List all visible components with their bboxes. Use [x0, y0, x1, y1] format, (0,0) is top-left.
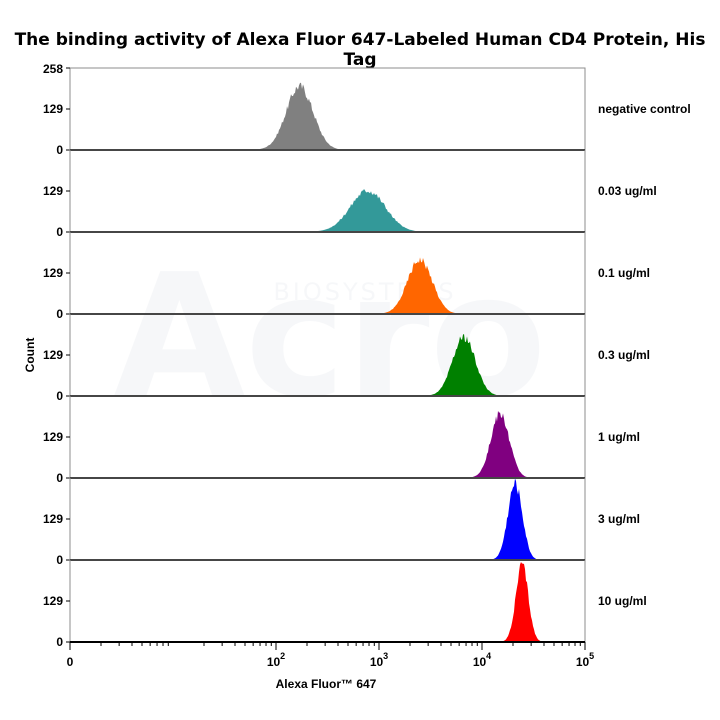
- y-tick-label: 0: [56, 635, 63, 649]
- watermark-logo: Acro: [114, 238, 547, 436]
- chart-title: The binding activity of Alexa Fluor 647-…: [14, 30, 706, 70]
- histogram-area: [70, 82, 585, 150]
- y-tick-label: 129: [43, 512, 63, 526]
- y-tick-label: 0: [56, 225, 63, 239]
- y-tick-label: 0: [56, 471, 63, 485]
- x-tick-label: 0: [67, 655, 74, 669]
- watermark: Acro BIOSYSTEMS: [114, 238, 547, 436]
- x-axis: 0 102 103 104 105: [67, 642, 594, 669]
- y-tick-label: 129: [43, 102, 63, 116]
- x-tick-label: 103: [370, 651, 388, 669]
- panel-frame: [69, 559, 586, 643]
- histogram-area: [70, 561, 585, 642]
- y-tick-label: 0: [56, 553, 63, 567]
- y-tick-label: 129: [43, 430, 63, 444]
- panel-frame: [69, 149, 586, 233]
- histogram-panel: 129 0 258 negative control: [43, 62, 691, 157]
- y-tick-label: 258: [43, 62, 63, 76]
- legend-label: negative control: [598, 102, 691, 116]
- y-tick-label: 129: [43, 266, 63, 280]
- legend-label: 1 ug/ml: [598, 430, 640, 444]
- x-tick-label: 102: [267, 651, 285, 669]
- y-tick-label: 0: [56, 307, 63, 321]
- histogram-panel: 129 0 3 ug/ml: [43, 477, 640, 567]
- x-tick-label: 104: [473, 651, 491, 669]
- y-tick-label: 129: [43, 184, 63, 198]
- legend-label: 0.1 ug/ml: [598, 266, 650, 280]
- x-tick-label: 105: [576, 651, 594, 669]
- legend-label: 0.3 ug/ml: [598, 348, 650, 362]
- histogram-panel: 129 0 0.03 ug/ml: [43, 149, 657, 239]
- histogram-panel: 129 0 10 ug/ml: [43, 559, 647, 649]
- legend-label: 3 ug/ml: [598, 512, 640, 526]
- legend-label: 10 ug/ml: [598, 594, 647, 608]
- y-axis-label: Count: [23, 338, 37, 373]
- histogram-area: [70, 189, 585, 232]
- x-axis-label: Alexa Fluor™ 647: [276, 677, 377, 691]
- panel-frame: [69, 67, 586, 151]
- legend-label: 0.03 ug/ml: [598, 184, 657, 198]
- y-tick-label: 0: [56, 389, 63, 403]
- y-tick-label: 0: [56, 143, 63, 157]
- histogram-area: [70, 478, 585, 560]
- y-tick-label: 129: [43, 594, 63, 608]
- histogram-area: [70, 333, 585, 396]
- y-tick-label: 129: [43, 348, 63, 362]
